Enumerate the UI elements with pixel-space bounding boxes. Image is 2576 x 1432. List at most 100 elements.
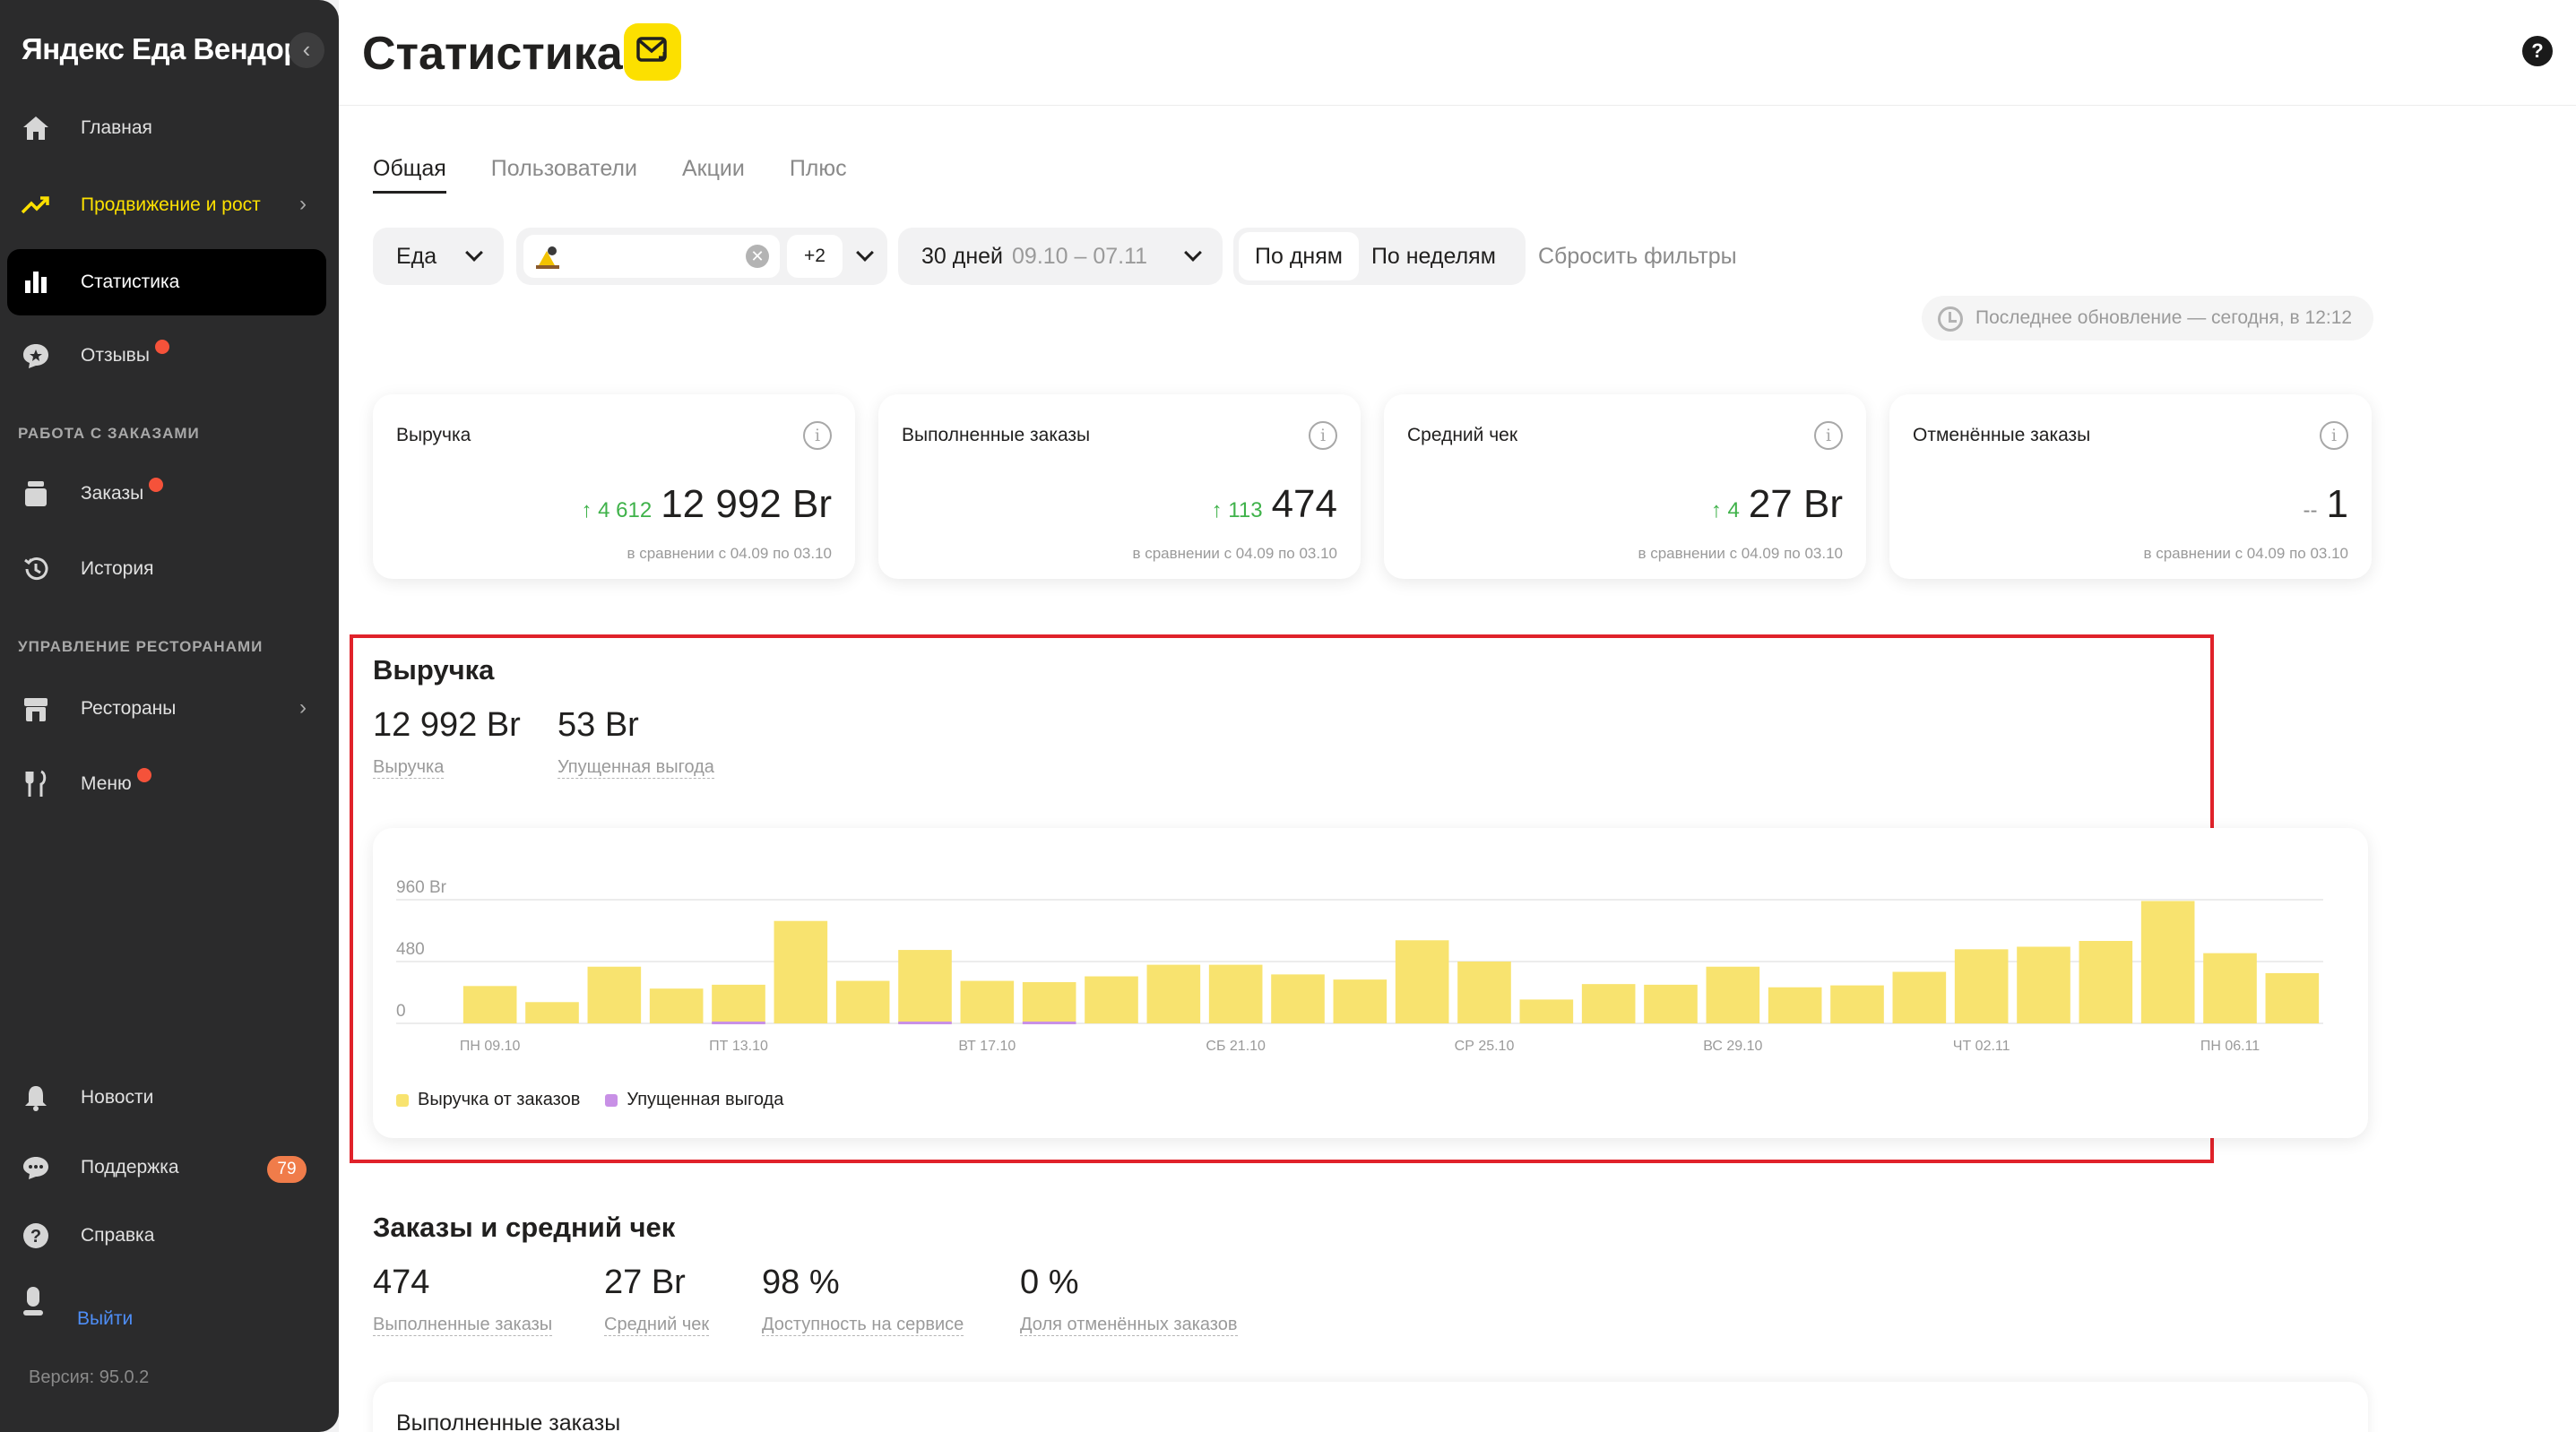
info-icon[interactable]: i <box>803 421 832 450</box>
bar-revenue <box>960 980 1015 1023</box>
tab-plus[interactable]: Плюс <box>789 156 847 181</box>
completed-orders-card: Выполненные заказы <box>373 1382 2368 1432</box>
bar-revenue <box>898 950 952 1023</box>
bar-revenue <box>1581 984 1636 1023</box>
period-select[interactable]: 30 дней 09.10 – 07.11 <box>898 228 1223 285</box>
sidebar-item-restaurants[interactable]: Рестораны › <box>7 676 326 742</box>
card-value: 474 <box>1271 482 1337 526</box>
orders-metric-availability: 98 % Доступность на сервисе <box>762 1264 964 1336</box>
logout-link[interactable]: Выйти <box>77 1308 134 1329</box>
bar-revenue <box>2017 946 2070 1023</box>
legend-swatch <box>605 1093 618 1107</box>
notification-dot <box>136 768 151 782</box>
sidebar-item-statistics[interactable]: Статистика <box>7 249 326 315</box>
card-delta: -- <box>2303 498 2318 522</box>
service-select[interactable]: Еда <box>373 228 504 285</box>
by-days-button[interactable]: По дням <box>1239 232 1359 280</box>
orders-section-title: Заказы и средний чек <box>373 1212 676 1243</box>
info-icon[interactable]: i <box>1814 421 1843 450</box>
x-tick-label: ВС 29.10 <box>1703 1039 1762 1054</box>
by-weeks-button[interactable]: По неделям <box>1370 244 1496 269</box>
sidebar-item-home[interactable]: Главная <box>7 95 326 161</box>
metric-label[interactable]: Выполненные заказы <box>373 1315 553 1336</box>
kpi-card-revenue: Выручка i ↑ 4 612 12 992 Br в сравнении … <box>373 394 855 579</box>
notification-dot <box>149 478 164 492</box>
bar-revenue <box>1830 985 1884 1023</box>
sidebar-item-support[interactable]: Поддержка 79 <box>7 1134 326 1201</box>
legend-item-orders[interactable]: Выручка от заказов <box>396 1090 580 1110</box>
trending-up-icon <box>20 189 52 221</box>
help-button[interactable]: ? <box>2522 36 2553 66</box>
metric-label[interactable]: Средний чек <box>604 1315 710 1336</box>
card-title: Средний чек <box>1407 425 1518 445</box>
x-tick-label: ВТ 17.10 <box>958 1039 1016 1054</box>
sidebar-item-reviews[interactable]: Отзывы <box>7 323 326 389</box>
x-tick-label: ПН 06.11 <box>2200 1039 2260 1054</box>
store-icon <box>20 693 52 725</box>
more-places-chip[interactable]: +2 <box>787 235 843 278</box>
bar-revenue <box>1519 999 1574 1023</box>
metric-value: 12 992 Br <box>373 706 521 744</box>
restaurant-logo-icon <box>534 244 563 277</box>
clear-icon[interactable]: ✕ <box>746 245 769 268</box>
bar-revenue <box>2203 953 2257 1023</box>
sidebar-item-history[interactable]: История <box>7 536 326 602</box>
card-title: Выручка <box>396 425 471 445</box>
bar-lost-profit <box>712 1021 765 1024</box>
sidebar-item-label: Отзывы <box>81 345 150 366</box>
places-select[interactable]: ✕ +2 <box>516 228 887 285</box>
tab-general[interactable]: Общая <box>373 156 446 194</box>
bar-revenue <box>2265 972 2320 1023</box>
sidebar-item-orders[interactable]: Заказы <box>7 461 326 527</box>
history-icon <box>20 553 52 585</box>
bar-revenue <box>1457 962 1511 1023</box>
metric-label[interactable]: Доля отменённых заказов <box>1020 1315 1238 1336</box>
brand-logo[interactable]: Яндекс Еда Вендор <box>22 32 301 65</box>
tab-users[interactable]: Пользователи <box>490 156 637 181</box>
orders-metric-average-check: 27 Br Средний чек <box>604 1264 710 1336</box>
sidebar-item-news[interactable]: Новости <box>7 1065 326 1131</box>
metric-label[interactable]: Выручка <box>373 757 445 779</box>
card-compare: в сравнении с 04.09 по 03.10 <box>1638 545 1843 562</box>
svg-text:?: ? <box>30 1227 41 1247</box>
y-tick-label: 0 <box>396 1002 406 1021</box>
bar-revenue <box>1146 964 1201 1023</box>
notification-dot <box>154 340 169 354</box>
info-icon[interactable]: i <box>1309 421 1337 450</box>
sidebar-item-menu[interactable]: Меню <box>7 751 326 817</box>
legend-swatch <box>396 1093 409 1107</box>
kpi-card-cancelled-orders: Отменённые заказы i -- 1 в сравнении с 0… <box>1889 394 2372 579</box>
place-chip[interactable]: ✕ <box>523 235 780 278</box>
sidebar-item-promotion[interactable]: Продвижение и рост › <box>7 172 326 238</box>
home-icon <box>20 112 52 144</box>
x-tick-label: СР 25.10 <box>1455 1039 1515 1054</box>
bar-revenue <box>649 988 704 1023</box>
tab-promotions[interactable]: Акции <box>681 156 745 181</box>
feedback-mail-button[interactable] <box>624 23 681 81</box>
sidebar: Яндекс Еда Вендор ‹ Главная Продвижение … <box>0 0 339 1432</box>
x-tick-label: СБ 21.10 <box>1206 1039 1266 1054</box>
sidebar-item-help[interactable]: ? Справка <box>7 1203 326 1269</box>
sidebar-item-label: Статистика <box>81 272 180 292</box>
granularity-switch: По дням По неделям <box>1233 228 1526 285</box>
metric-label[interactable]: Доступность на сервисе <box>762 1315 964 1336</box>
sidebar-section-restaurants: УПРАВЛЕНИЕ РЕСТОРАНАМИ <box>18 638 264 655</box>
last-update-text: Последнее обновление — сегодня, в 12:12 <box>1975 307 2353 328</box>
bar-revenue <box>712 984 765 1023</box>
revenue-chart-card: 960 Br 480 0 ПН 09.10 ПТ 13.10 ВТ 17.10 СБ 21.… <box>373 828 2368 1138</box>
statistics-content: Общая Пользователи Акции Плюс Еда ✕ +2 3… <box>339 106 2576 1432</box>
kpi-card-average-check: Средний чек i ↑ 4 27 Br в сравнении с 04… <box>1384 394 1866 579</box>
period-range: 09.10 – 07.11 <box>1012 243 1148 269</box>
collapse-sidebar-button[interactable]: ‹ <box>289 32 324 68</box>
bar-revenue <box>1085 976 1138 1023</box>
sidebar-item-label: История <box>81 558 154 579</box>
orders-icon <box>20 478 52 510</box>
reset-filters-link[interactable]: Сбросить фильтры <box>1538 244 1737 269</box>
chat-icon <box>20 1152 52 1184</box>
bar-lost-profit <box>1022 1021 1076 1024</box>
revenue-metric: 12 992 Br Выручка <box>373 706 521 779</box>
metric-label[interactable]: Упущенная выгода <box>558 757 714 779</box>
legend-item-lost[interactable]: Упущенная выгода <box>605 1090 783 1110</box>
chevron-down-icon <box>856 244 874 262</box>
info-icon[interactable]: i <box>2320 421 2348 450</box>
